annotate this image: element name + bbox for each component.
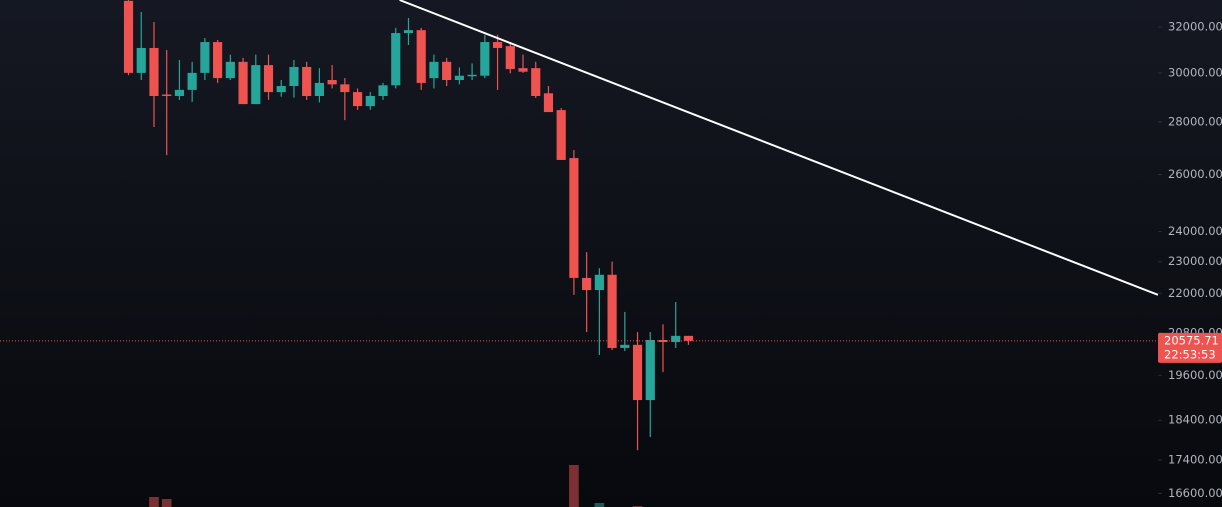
candle-body xyxy=(378,85,388,96)
candle-body xyxy=(136,47,146,73)
candle-body xyxy=(162,94,172,97)
y-tick-label: 24000.00 xyxy=(1168,224,1222,238)
candle-body xyxy=(556,110,566,160)
candle-body xyxy=(238,61,248,105)
volume-bar xyxy=(149,497,159,507)
candle-body xyxy=(289,66,299,87)
candle-body xyxy=(518,68,528,72)
candle-body xyxy=(149,47,159,96)
candle-body xyxy=(632,344,643,401)
candle-body xyxy=(340,84,350,93)
plot-area xyxy=(0,0,1158,507)
candle-body xyxy=(251,65,261,105)
candle-body xyxy=(645,339,655,401)
trendline xyxy=(399,0,1158,296)
volume-bar xyxy=(161,499,172,507)
candle-body xyxy=(174,89,185,96)
y-tick-label: 16600.00 xyxy=(1168,486,1222,500)
countdown: 22:53:53 xyxy=(1164,347,1216,361)
y-tick-label: 23000.00 xyxy=(1168,254,1222,268)
candle-body xyxy=(213,42,223,79)
y-tick-label: 19600.00 xyxy=(1168,368,1222,382)
candle-body xyxy=(658,339,668,343)
candle-body xyxy=(607,274,617,348)
y-tick-label: 22000.00 xyxy=(1168,286,1222,300)
candle-body xyxy=(480,42,490,76)
volume-bar xyxy=(569,465,579,507)
candle-body xyxy=(620,344,630,348)
candle-body xyxy=(683,335,694,341)
candle-body xyxy=(391,33,401,86)
candle-body xyxy=(403,30,414,34)
candle-body xyxy=(416,30,426,83)
candle-body xyxy=(429,61,439,79)
candle-body xyxy=(442,61,452,81)
y-tick-label: 28000.00 xyxy=(1168,114,1222,128)
candle-body xyxy=(492,42,503,48)
candle-body xyxy=(123,0,134,73)
last-price-label: 20575.71 xyxy=(1164,333,1219,347)
candle-body xyxy=(467,74,477,77)
candle-body xyxy=(582,277,592,291)
y-tick-label: 26000.00 xyxy=(1168,167,1222,181)
candle-body xyxy=(594,274,604,291)
candle-body xyxy=(276,86,286,93)
candle-body xyxy=(314,82,324,96)
candle-body xyxy=(569,158,579,278)
candle-body xyxy=(263,65,274,93)
candle-body xyxy=(671,335,681,343)
volume-bar xyxy=(594,503,605,507)
candle-body xyxy=(505,46,515,70)
candle-body xyxy=(365,95,375,107)
y-tick-label: 18400.00 xyxy=(1168,413,1222,427)
price-axis: 16600.0017400.0018400.0019600.0020800.00… xyxy=(1158,20,1222,500)
candle-body xyxy=(454,75,464,81)
candle-body xyxy=(352,92,363,107)
y-tick-label: 17400.00 xyxy=(1168,452,1222,466)
y-tick-label: 30000.00 xyxy=(1168,65,1222,79)
candle-body xyxy=(327,80,337,85)
candle-body xyxy=(531,68,541,96)
candle-body xyxy=(543,93,554,113)
candle-body xyxy=(302,66,312,96)
y-tick-label: 32000.00 xyxy=(1168,20,1222,34)
candle-body xyxy=(187,72,197,90)
last-price-box xyxy=(1158,332,1222,363)
candle-body xyxy=(225,61,235,79)
candle-body xyxy=(200,42,210,73)
